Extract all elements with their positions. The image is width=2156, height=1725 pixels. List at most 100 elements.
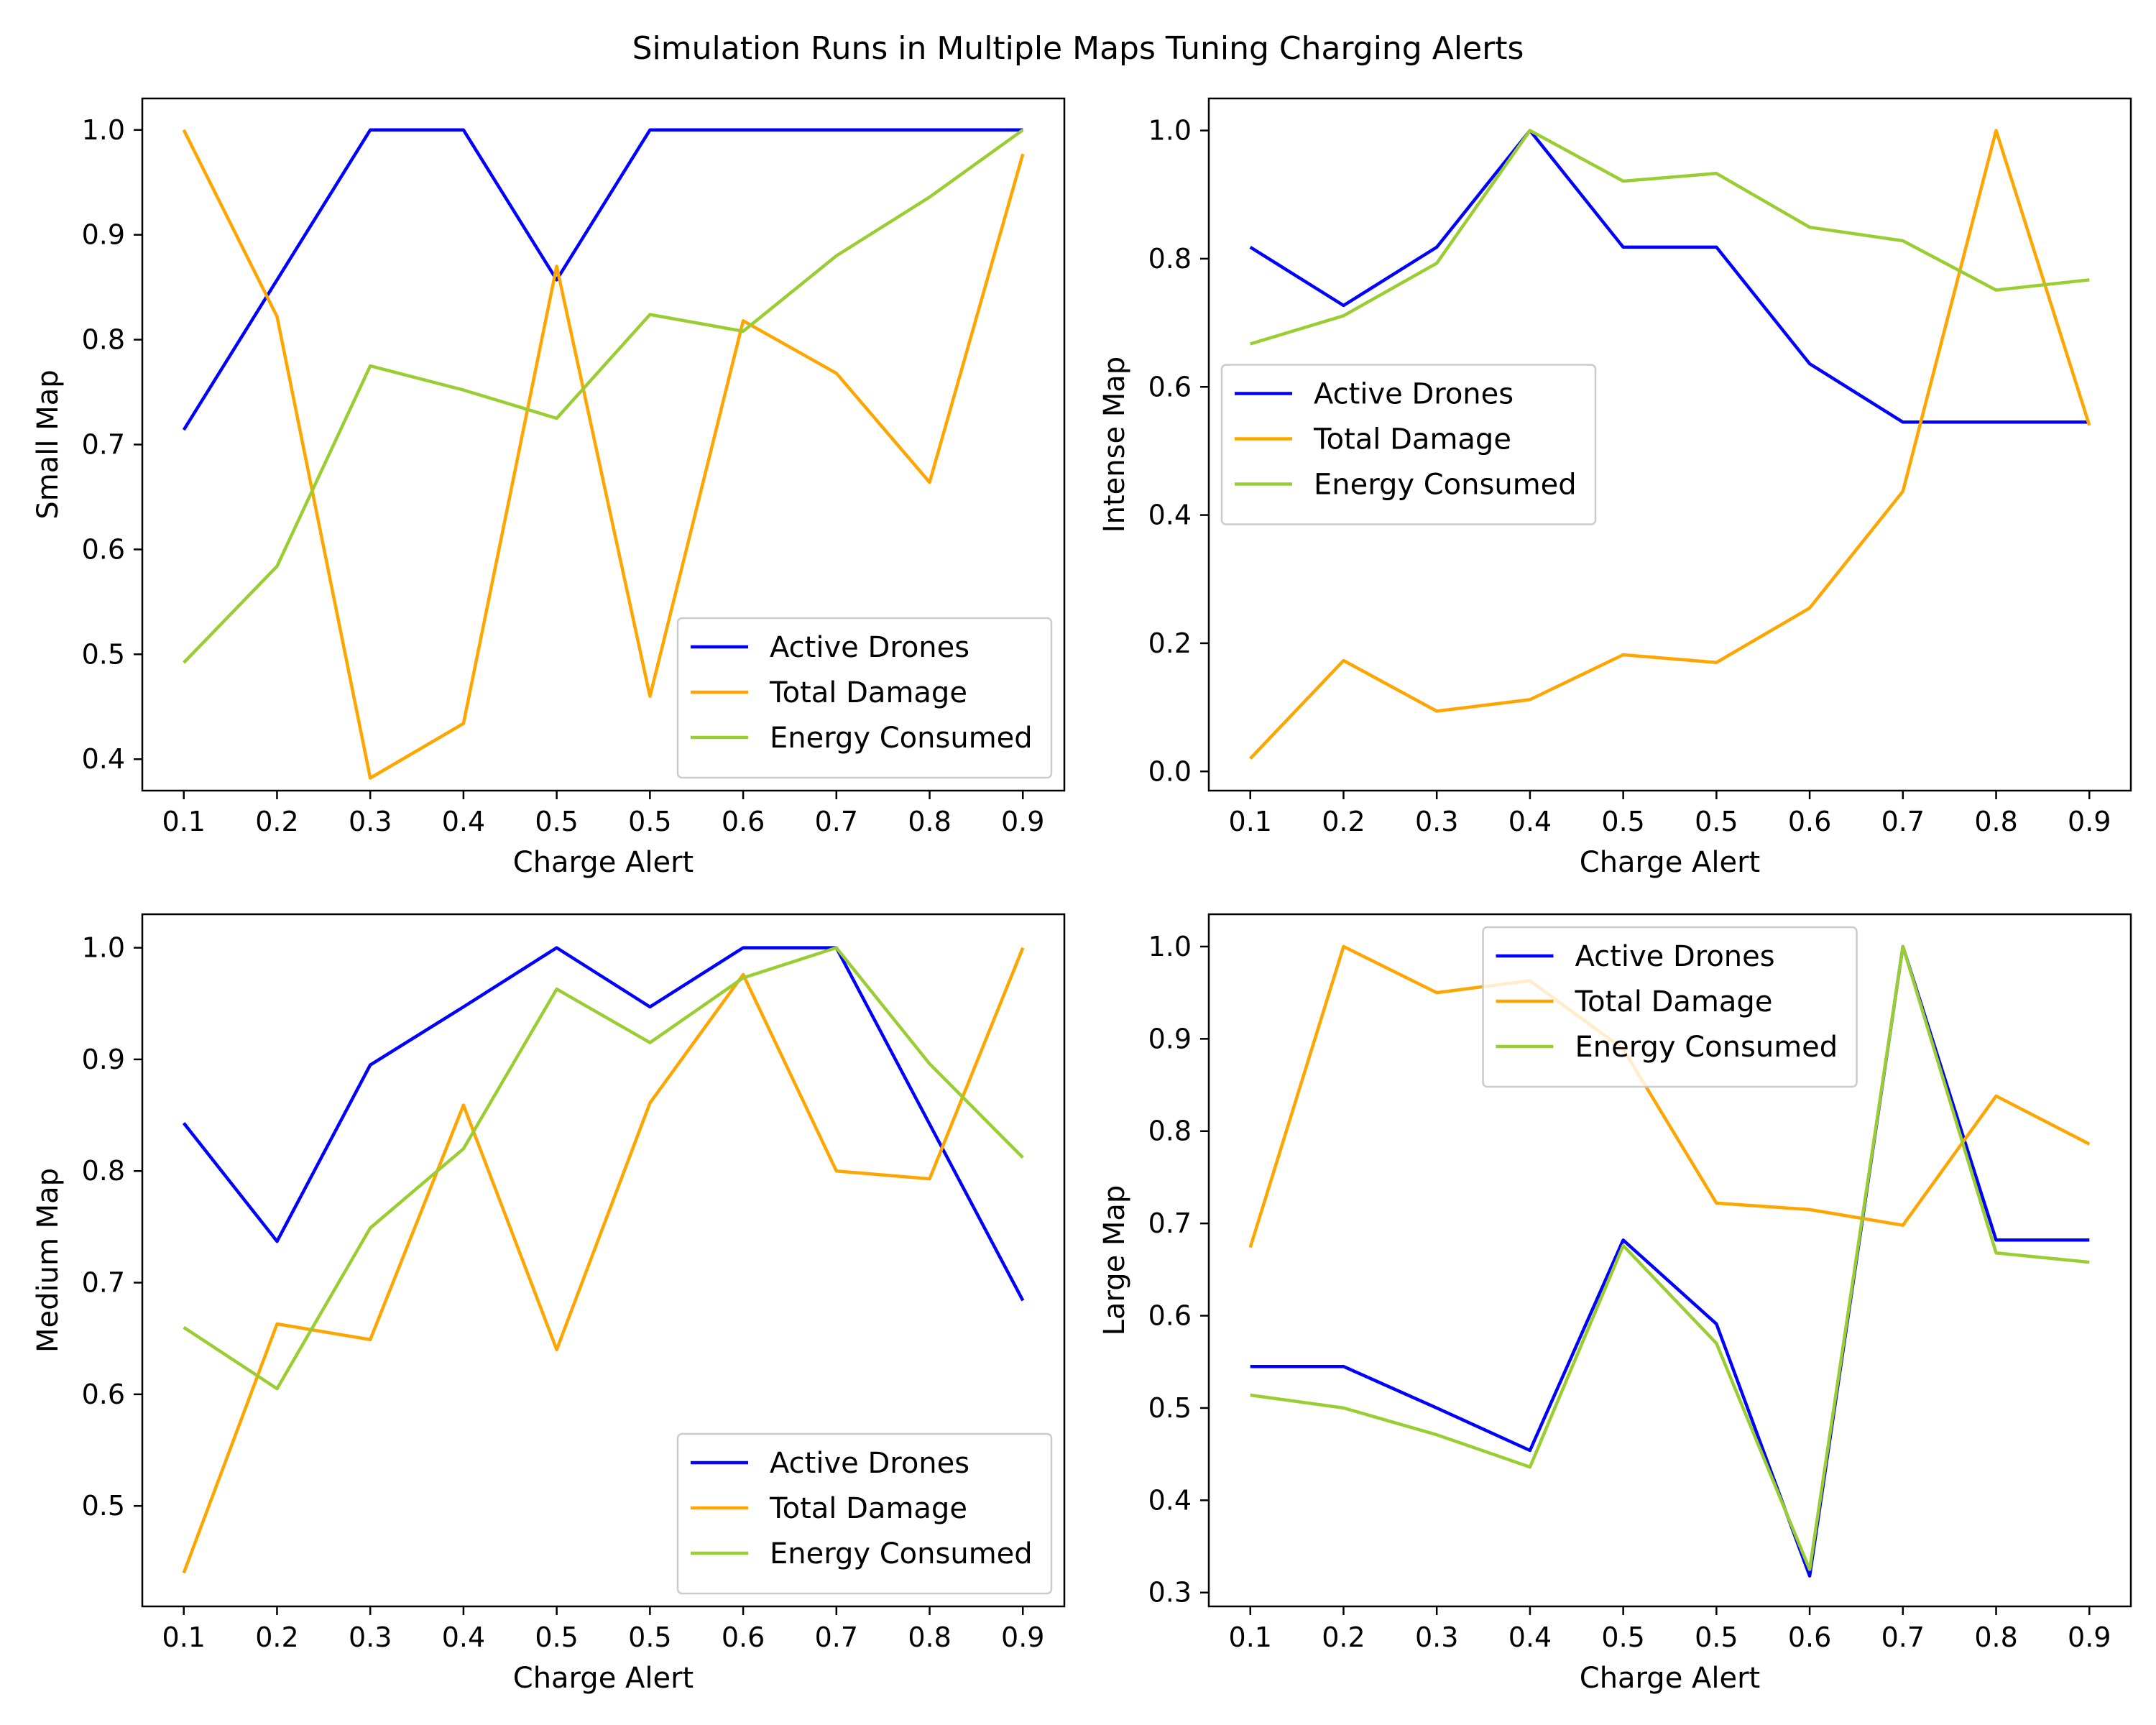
series-line-active-drones: [1249, 129, 2090, 424]
y-tick-label: 0.9: [82, 1044, 125, 1075]
y-tick-label: 0.4: [1148, 500, 1192, 531]
plot-frame: [1207, 913, 2132, 1608]
legend-label-energy-consumed: Energy Consumed: [1314, 469, 1577, 502]
x-tick-label: 0.5: [1695, 1622, 1738, 1653]
legend-label-total-damage: Total Damage: [1313, 423, 1511, 456]
y-tick-label: 0.6: [1148, 371, 1192, 402]
x-tick-label: 0.5: [535, 1622, 578, 1653]
y-tick-label: 0.9: [82, 219, 125, 251]
series-line-active-drones: [182, 128, 1023, 431]
series-line-total-damage: [182, 129, 1025, 780]
x-tick-label: 0.9: [2068, 1622, 2111, 1653]
series-line-energy-consumed: [183, 946, 1024, 1391]
x-tick-label: 0.3: [1415, 1622, 1458, 1653]
plot-frame: [1207, 97, 2132, 792]
figure-title: Simulation Runs in Multiple Maps Tuning …: [632, 30, 1524, 67]
series-line-energy-consumed: [1250, 944, 2090, 1571]
x-tick-label: 0.2: [1322, 806, 1365, 837]
legend-label-energy-consumed: Energy Consumed: [770, 1537, 1033, 1570]
x-tick-label: 0.8: [908, 806, 951, 837]
x-tick-label: 0.5: [628, 806, 671, 837]
subplot-grid: 0.1 0.2 0.3 0.4 0.5 0.5 0.6 0.7 0.8 0.9 0.4 0.5 0.6 0…: [32, 97, 2132, 1695]
legend-box: [1482, 926, 1858, 1088]
y-tick-label: 0.4: [1148, 1484, 1192, 1516]
x-tick-label: 0.2: [255, 806, 298, 837]
y-tick-label: 1.0: [1148, 931, 1192, 962]
y-tick-label: 0.9: [1148, 1023, 1192, 1054]
x-tick-label: 0.5: [535, 806, 578, 837]
y-tick-label: 0.8: [1148, 243, 1192, 275]
x-axis-label: Charge Alert: [513, 846, 694, 879]
x-tick-label: 0.8: [1974, 806, 2017, 837]
y-axis-label: Large Map: [1098, 1185, 1131, 1336]
x-tick-label: 0.9: [2068, 806, 2111, 837]
x-tick-label: 0.5: [1601, 806, 1644, 837]
subplot-intense-map: 0.1 0.2 0.3 0.4 0.5 0.5 0.6 0.7 0.8 0.9 0.0 0.2 0.4 0…: [1098, 97, 2132, 879]
x-tick-label: 0.7: [815, 1622, 858, 1653]
legend-label-energy-consumed: Energy Consumed: [770, 722, 1033, 755]
subplot-small-map: 0.1 0.2 0.3 0.4 0.5 0.5 0.6 0.7 0.8 0.9 0.4 0.5 0.6 0…: [32, 97, 1066, 879]
x-tick-label: 0.5: [1695, 806, 1738, 837]
legend-label-total-damage: Total Damage: [1575, 985, 1773, 1018]
y-tick-label: 0.8: [1148, 1116, 1192, 1147]
y-tick-label: 0.8: [82, 1155, 125, 1187]
y-axis-label: Medium Map: [32, 1168, 65, 1353]
y-tick-label: 0.6: [82, 1379, 125, 1410]
y-tick-label: 0.4: [82, 743, 125, 775]
legend: Active Drones Total Damage Energy Consumed: [676, 1432, 1053, 1595]
subplot-medium-map: 0.1 0.2 0.3 0.4 0.5 0.5 0.6 0.7 0.8 0.9 0.5 0.6 0.7 0…: [32, 913, 1066, 1695]
x-tick-label: 0.2: [255, 1622, 298, 1653]
y-tick-label: 0.7: [1148, 1208, 1192, 1239]
legend-label-active-drones: Active Drones: [1314, 378, 1514, 411]
x-tick-label: 0.1: [1229, 806, 1272, 837]
legend-label-active-drones: Active Drones: [1575, 940, 1775, 973]
x-tick-label: 0.8: [908, 1622, 951, 1653]
x-tick-label: 0.7: [815, 806, 858, 837]
legend-label-total-damage: Total Damage: [769, 676, 967, 709]
y-tick-label: 0.3: [1148, 1577, 1192, 1609]
legend: Active Drones Total Damage Energy Consumed: [1220, 364, 1597, 525]
x-tick-label: 0.6: [722, 806, 765, 837]
x-tick-label: 0.6: [1788, 1622, 1831, 1653]
x-axis-label: Charge Alert: [1580, 1662, 1760, 1695]
legend: Active Drones Total Damage Energy Consumed: [676, 617, 1053, 779]
y-tick-label: 0.7: [82, 429, 125, 461]
x-tick-label: 0.7: [1881, 1622, 1925, 1653]
legend-label-total-damage: Total Damage: [769, 1492, 967, 1525]
series-line-active-drones: [1250, 944, 2090, 1578]
x-tick-label: 0.5: [628, 1622, 671, 1653]
legend-box: [1220, 364, 1597, 525]
y-tick-label: 1.0: [82, 932, 125, 964]
subplot-large-map: 0.1 0.2 0.3 0.4 0.5 0.5 0.6 0.7 0.8 0.9 0.3 0.4 0.5 0…: [1098, 913, 2132, 1695]
y-tick-label: 1.0: [1148, 115, 1192, 147]
y-tick-label: 0.2: [1148, 627, 1192, 659]
y-tick-label: 0.7: [82, 1267, 125, 1299]
legend-label-energy-consumed: Energy Consumed: [1575, 1031, 1838, 1064]
legend-box: [676, 1432, 1053, 1595]
x-tick-label: 0.1: [162, 1622, 206, 1653]
y-tick-label: 0.8: [82, 324, 125, 356]
y-tick-label: 0.6: [82, 533, 125, 565]
x-tick-label: 0.4: [442, 806, 485, 837]
x-tick-label: 0.2: [1322, 1622, 1365, 1653]
y-axis-label: Small Map: [32, 369, 65, 519]
x-tick-label: 0.9: [1001, 806, 1044, 837]
x-tick-label: 0.9: [1001, 1622, 1044, 1653]
x-tick-label: 0.5: [1601, 1622, 1644, 1653]
legend-label-active-drones: Active Drones: [770, 1447, 969, 1480]
x-axis-label: Charge Alert: [1580, 846, 1760, 879]
x-tick-label: 0.1: [162, 806, 206, 837]
x-tick-label: 0.4: [1508, 806, 1552, 837]
x-tick-label: 0.4: [1508, 1622, 1552, 1653]
y-tick-label: 0.6: [1148, 1300, 1192, 1332]
y-axis-label: Intense Map: [1098, 356, 1131, 533]
x-tick-label: 0.3: [349, 1622, 392, 1653]
x-tick-label: 0.7: [1881, 806, 1925, 837]
series-line-total-damage: [1249, 129, 2091, 760]
x-tick-label: 0.8: [1974, 1622, 2017, 1653]
y-tick-label: 0.5: [82, 638, 125, 670]
x-tick-label: 0.1: [1229, 1622, 1272, 1653]
y-tick-label: 0.5: [82, 1490, 125, 1522]
legend-label-active-drones: Active Drones: [770, 631, 969, 664]
